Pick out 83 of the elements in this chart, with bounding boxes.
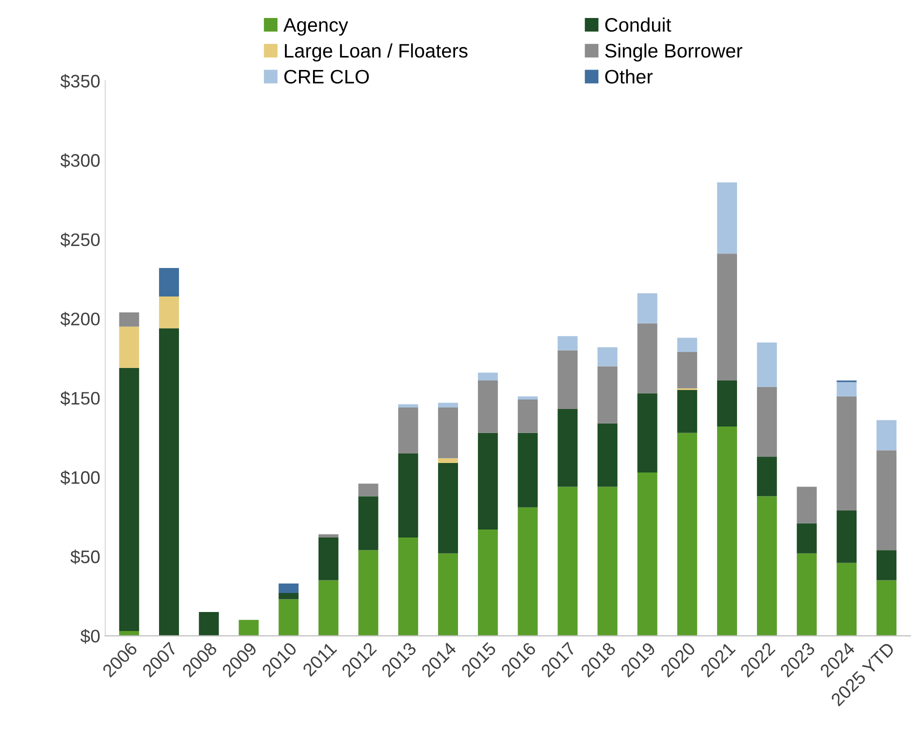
- y-tick-label: $150: [60, 391, 100, 406]
- bar: [796, 523, 817, 554]
- bar: [876, 420, 896, 450]
- legend-label: Single Borrower: [605, 43, 742, 62]
- y-tick-label: $50: [70, 550, 100, 564]
- bar: [119, 312, 140, 327]
- bar: [478, 380, 498, 433]
- bar: [598, 486, 618, 636]
- bar: [677, 390, 698, 433]
- bar: [438, 402, 458, 408]
- bar: [518, 396, 538, 400]
- bar: [398, 404, 418, 408]
- bar: [756, 342, 777, 387]
- legend-label: Large Loan / Floaters: [284, 43, 468, 62]
- y-tick-label: $300: [60, 153, 100, 168]
- legend-label: Conduit: [605, 18, 672, 32]
- bar: [278, 599, 299, 636]
- bar: [518, 432, 538, 508]
- bar: [478, 530, 498, 636]
- bar: [717, 426, 738, 636]
- bar: [876, 450, 896, 550]
- bar: [159, 268, 179, 296]
- bar: [278, 583, 299, 593]
- legend-label: Other: [605, 69, 653, 84]
- bar: [756, 496, 777, 636]
- bar: [836, 396, 857, 511]
- bar: [358, 484, 378, 496]
- bar: [637, 393, 658, 472]
- bar: [876, 580, 896, 636]
- bar: [717, 380, 738, 426]
- bar: [598, 366, 618, 424]
- bar: [836, 562, 857, 636]
- bar: [159, 296, 179, 328]
- bar: [756, 386, 777, 457]
- bar: [637, 323, 658, 394]
- bar: [119, 326, 140, 368]
- bar: [598, 423, 618, 487]
- bar: [198, 612, 219, 636]
- bar: [318, 534, 338, 538]
- bar: [278, 592, 299, 600]
- y-tick-label: $350: [60, 74, 100, 89]
- bar: [119, 368, 140, 632]
- bar: [796, 553, 817, 636]
- bar: [518, 507, 538, 636]
- bar: [637, 472, 658, 636]
- bar: [558, 350, 578, 410]
- bar: [438, 553, 458, 636]
- bar: [796, 486, 817, 524]
- legend-label: Agency: [283, 18, 348, 36]
- bar: [717, 182, 738, 254]
- bar: [438, 458, 458, 463]
- bar: [558, 409, 578, 487]
- bar: [677, 338, 698, 352]
- bar: [717, 254, 738, 381]
- bar: [598, 347, 618, 366]
- bar: [836, 510, 857, 563]
- bar: [677, 352, 698, 388]
- bar: [318, 580, 338, 636]
- y-tick-label: $250: [60, 232, 100, 248]
- bar: [876, 550, 896, 580]
- bar: [677, 432, 698, 636]
- bar: [637, 293, 658, 324]
- bar: [518, 400, 538, 433]
- y-tick-label: $0: [80, 628, 100, 644]
- bar: [438, 462, 458, 554]
- bar: [558, 486, 578, 636]
- y-tick-label: $100: [60, 470, 100, 486]
- bar: [159, 328, 179, 636]
- bar: [398, 407, 418, 454]
- bar: [358, 496, 378, 550]
- bar: [836, 382, 857, 396]
- bar: [756, 456, 777, 496]
- bar: [318, 537, 338, 580]
- bar: [238, 620, 259, 636]
- bar: [398, 453, 418, 538]
- y-tick-label: $200: [60, 312, 100, 326]
- bar: [438, 407, 458, 458]
- bar: [358, 550, 378, 636]
- bar: [558, 336, 578, 350]
- bar: [478, 372, 498, 381]
- bar: [398, 537, 418, 636]
- bar: [478, 432, 498, 530]
- legend-label: CRE CLO: [284, 70, 369, 84]
